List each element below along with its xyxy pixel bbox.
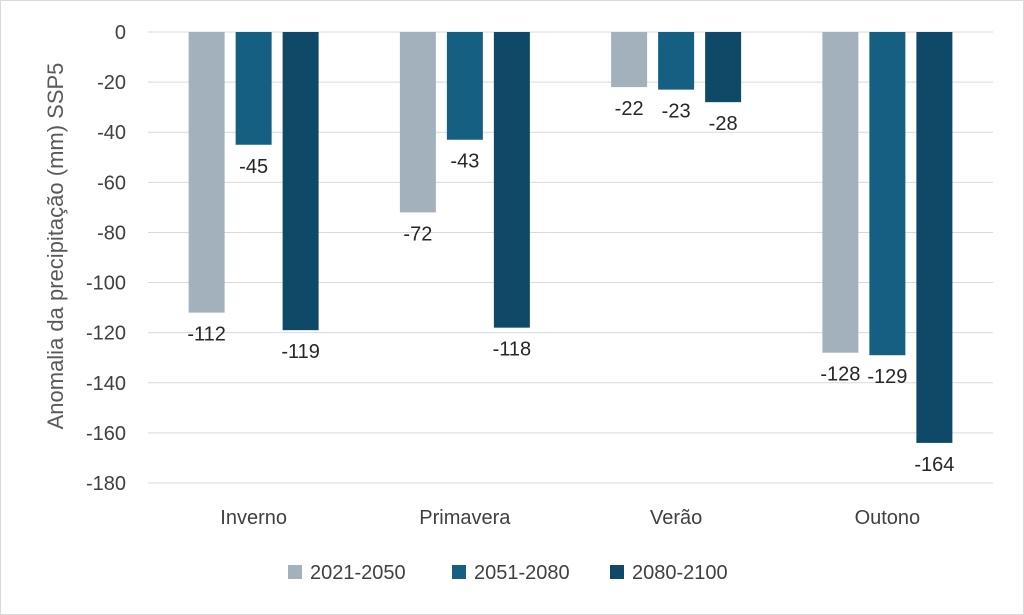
- legend-label: 2021-2050: [310, 562, 406, 584]
- data-label: -45: [239, 156, 268, 178]
- data-label: -72: [403, 223, 432, 245]
- y-axis-title: Anomalia da precipitação (mm) SSP5: [43, 63, 68, 430]
- legend-swatch: [288, 565, 302, 579]
- x-category-label: Outono: [855, 507, 921, 529]
- bar-2051-2080-Verão: [658, 32, 695, 90]
- data-labels: -112 -45 -119 -72 -43 -118 -22 -23 -28 -128 -129 -1…: [187, 98, 954, 476]
- y-tick-label: -160: [86, 423, 126, 445]
- gridlines: [148, 31, 993, 484]
- data-label: -23: [662, 101, 691, 123]
- y-tick-label: -180: [86, 473, 126, 495]
- legend-swatch: [452, 565, 466, 579]
- data-label: -164: [914, 454, 954, 476]
- data-label: -119: [281, 341, 320, 363]
- bar-2051-2080-Outono: [869, 32, 906, 356]
- y-tick-label: -40: [97, 122, 126, 144]
- y-tick-label: -140: [86, 373, 126, 395]
- x-axis-categories: Inverno Primavera Verão Outono: [220, 507, 920, 529]
- bar-2021-2050-Inverno: [188, 32, 225, 313]
- data-label: -43: [450, 151, 479, 173]
- legend-label: 2051-2080: [474, 562, 570, 584]
- bar-2051-2080-Inverno: [235, 32, 272, 145]
- data-label: -128: [820, 364, 860, 386]
- y-tick-label: -100: [86, 273, 126, 295]
- legend: 2021-2050 2051-2080 2080-2100: [288, 562, 728, 584]
- y-tick-label: 0: [115, 22, 126, 44]
- y-tick-label: -120: [86, 323, 126, 345]
- y-tick-label: -20: [97, 72, 126, 94]
- y-tick-label: -80: [97, 222, 126, 244]
- data-label: -112: [187, 324, 226, 346]
- bar-2080-2100-Outono: [916, 32, 953, 443]
- data-label: -129: [867, 366, 907, 388]
- y-tick-label: -60: [97, 172, 126, 194]
- data-label: -22: [615, 98, 644, 120]
- x-category-label: Inverno: [220, 507, 287, 529]
- bar-2021-2050-Outono: [822, 32, 859, 353]
- legend-swatch: [610, 565, 624, 579]
- bars: [188, 32, 953, 443]
- bar-2021-2050-Verão: [611, 32, 648, 88]
- bar-2080-2100-Primavera: [493, 32, 530, 328]
- x-category-label: Primavera: [419, 507, 511, 529]
- bar-2021-2050-Primavera: [399, 32, 436, 213]
- bar-2080-2100-Inverno: [282, 32, 319, 331]
- bar-2051-2080-Primavera: [446, 32, 483, 140]
- bar-2080-2100-Verão: [705, 32, 742, 103]
- legend-label: 2080-2100: [632, 562, 728, 584]
- x-category-label: Verão: [650, 507, 702, 529]
- data-label: -118: [493, 339, 532, 361]
- y-axis-ticks: 0 -20 -40 -60 -80 -100 -120 -140 -160 -180: [86, 22, 126, 495]
- data-label: -28: [709, 113, 738, 135]
